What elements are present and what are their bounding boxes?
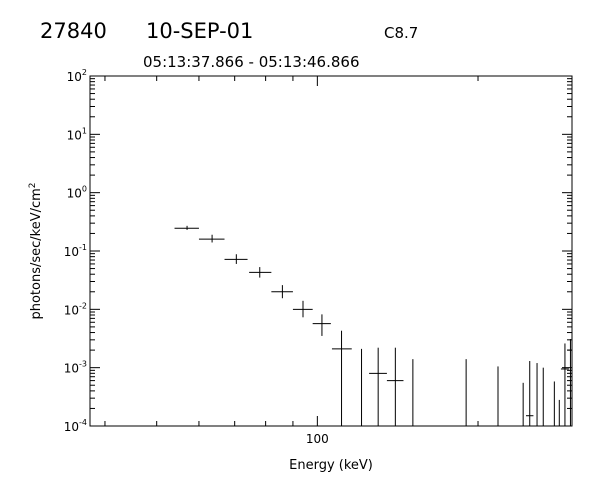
- data-points: [174, 225, 572, 426]
- axes: 102 101 100 10-1 10-2 10-3 10-4 100: [64, 68, 573, 446]
- data-point: [198, 234, 225, 243]
- x-axis-label: Energy (keV): [289, 458, 373, 473]
- y-tick-label: 101: [67, 126, 87, 142]
- data-point: [386, 347, 404, 426]
- y-tick-label: 100: [67, 185, 87, 201]
- plot-frame: [89, 75, 573, 427]
- y-tick-label: 102: [67, 68, 87, 84]
- y-tick-label: 10-1: [64, 243, 87, 259]
- data-point: [224, 254, 248, 264]
- data-point: [369, 347, 387, 426]
- x-tick-label: 100: [306, 432, 329, 446]
- observation-date: 10-SEP-01: [146, 19, 253, 43]
- data-point: [567, 339, 572, 426]
- data-point: [249, 267, 272, 278]
- time-range: 05:13:37.866 - 05:13:46.866: [143, 53, 359, 71]
- data-point: [331, 330, 352, 426]
- data-point: [174, 225, 199, 230]
- y-tick-label: 10-3: [64, 360, 87, 376]
- y-axis-label: photons/sec/keV/cm2: [28, 182, 44, 319]
- data-point: [560, 343, 569, 426]
- data-point: [312, 314, 331, 336]
- y-tick-label: 10-2: [64, 301, 87, 317]
- data-point: [526, 361, 534, 426]
- data-point: [271, 285, 293, 299]
- data-point: [292, 300, 313, 318]
- flare-class: C8.7: [384, 24, 418, 42]
- y-tick-label: 10-4: [64, 418, 87, 434]
- observation-id: 27840: [40, 19, 107, 43]
